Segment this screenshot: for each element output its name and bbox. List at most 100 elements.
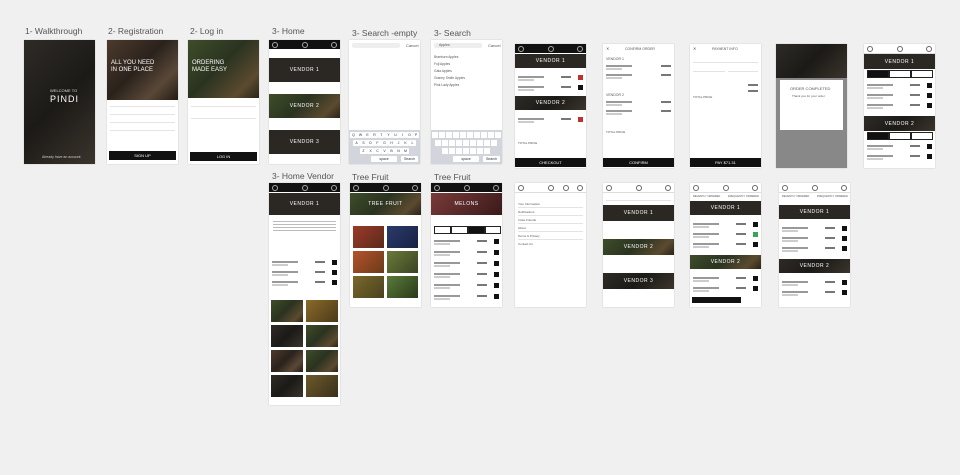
search-icon[interactable] bbox=[782, 185, 788, 191]
email-field[interactable] bbox=[191, 106, 256, 107]
search-result[interactable]: Fuji Apples bbox=[434, 62, 451, 66]
space-key[interactable]: space bbox=[453, 156, 479, 162]
menu-icon[interactable] bbox=[577, 185, 583, 191]
menu-icon[interactable] bbox=[412, 185, 418, 191]
menu-item[interactable]: Your Information bbox=[518, 202, 540, 206]
category-tile[interactable] bbox=[306, 375, 338, 397]
key[interactable]: Z bbox=[360, 148, 367, 154]
key[interactable]: M bbox=[402, 148, 409, 154]
close-icon[interactable]: ✕ bbox=[606, 46, 610, 51]
menu-icon[interactable] bbox=[577, 46, 583, 52]
key-row-2[interactable] bbox=[435, 140, 498, 146]
search-icon[interactable] bbox=[867, 46, 873, 52]
tab-1[interactable] bbox=[867, 70, 889, 78]
key[interactable]: H bbox=[388, 140, 395, 146]
search-result[interactable]: Pink Lady Apples bbox=[434, 83, 460, 87]
key[interactable]: U bbox=[392, 132, 399, 138]
search-input[interactable] bbox=[352, 43, 400, 48]
key[interactable]: W bbox=[357, 132, 364, 138]
cart-icon[interactable] bbox=[383, 185, 389, 191]
cvv-field[interactable] bbox=[728, 71, 758, 72]
tab-recently-ordered[interactable]: RECENTLY ORDERED bbox=[782, 195, 810, 198]
tab-2[interactable] bbox=[889, 132, 911, 140]
menu-item[interactable]: Invite Friends bbox=[518, 218, 537, 222]
search-key[interactable]: Search bbox=[483, 156, 500, 162]
key-row-1[interactable] bbox=[432, 132, 501, 138]
category-tile[interactable] bbox=[271, 375, 303, 397]
tab-1[interactable] bbox=[867, 132, 889, 140]
email-field[interactable] bbox=[110, 114, 175, 115]
vendor-card-3[interactable]: VENDOR 3 bbox=[269, 130, 340, 154]
key[interactable]: B bbox=[388, 148, 395, 154]
vendor-card-1[interactable]: VENDOR 1 bbox=[603, 205, 674, 221]
search-icon[interactable] bbox=[518, 185, 524, 191]
vendor-card-2[interactable]: VENDOR 2 bbox=[269, 94, 340, 118]
filter-bar[interactable] bbox=[606, 200, 671, 201]
key[interactable]: D bbox=[367, 140, 374, 146]
filter-tab[interactable] bbox=[468, 226, 485, 234]
menu-icon[interactable] bbox=[493, 185, 499, 191]
cart-icon[interactable] bbox=[636, 185, 642, 191]
category-tile[interactable] bbox=[271, 350, 303, 372]
menu-item[interactable]: About bbox=[518, 226, 526, 230]
product-tile[interactable] bbox=[387, 276, 418, 298]
confirm-button[interactable]: CONFIRM bbox=[603, 158, 674, 167]
search-result[interactable]: Granny Smith Apples bbox=[434, 76, 465, 80]
search-key[interactable]: Search bbox=[401, 156, 418, 162]
key[interactable]: X bbox=[367, 148, 374, 154]
search-icon[interactable] bbox=[272, 185, 278, 191]
key[interactable]: A bbox=[353, 140, 360, 146]
key[interactable]: N bbox=[395, 148, 402, 154]
search-icon[interactable] bbox=[693, 185, 699, 191]
key[interactable]: K bbox=[402, 140, 409, 146]
password-field[interactable] bbox=[191, 118, 256, 119]
key[interactable]: J bbox=[395, 140, 402, 146]
key[interactable]: T bbox=[378, 132, 385, 138]
category-tile[interactable] bbox=[306, 300, 338, 322]
key[interactable]: F bbox=[374, 140, 381, 146]
tab-3[interactable] bbox=[911, 70, 933, 78]
menu-icon[interactable] bbox=[752, 185, 758, 191]
category-tile[interactable] bbox=[271, 300, 303, 322]
search-icon[interactable] bbox=[434, 185, 440, 191]
key[interactable]: L bbox=[409, 140, 416, 146]
category-tile[interactable] bbox=[306, 325, 338, 347]
cart-icon[interactable] bbox=[812, 185, 818, 191]
product-tile[interactable] bbox=[387, 251, 418, 273]
menu-icon[interactable] bbox=[331, 42, 337, 48]
menu-item[interactable]: Notifications bbox=[518, 210, 535, 214]
close-icon[interactable]: ✕ bbox=[693, 46, 697, 51]
cart-icon[interactable] bbox=[548, 185, 554, 191]
password-field[interactable] bbox=[110, 122, 175, 123]
expiration-field[interactable] bbox=[693, 71, 725, 72]
card-number-field[interactable] bbox=[693, 62, 758, 63]
menu-icon[interactable] bbox=[841, 185, 847, 191]
cart-icon[interactable] bbox=[548, 46, 554, 52]
search-icon[interactable] bbox=[518, 46, 524, 52]
phone-field[interactable] bbox=[110, 130, 175, 131]
key[interactable]: C bbox=[374, 148, 381, 154]
product-tile[interactable] bbox=[353, 276, 384, 298]
space-key[interactable]: space bbox=[371, 156, 397, 162]
tab-3[interactable] bbox=[911, 132, 933, 140]
signup-button[interactable]: SIGN UP bbox=[109, 151, 176, 160]
key[interactable]: G bbox=[381, 140, 388, 146]
tab-frequently-ordered[interactable]: FREQUENTLY ORDERED bbox=[728, 195, 759, 198]
search-result[interactable]: Gala Apples bbox=[434, 69, 452, 73]
tab-2[interactable] bbox=[889, 70, 911, 78]
pay-button[interactable]: PAY $71.31 bbox=[690, 158, 761, 167]
key-row-3[interactable] bbox=[442, 148, 491, 154]
category-tile[interactable] bbox=[306, 350, 338, 372]
vendor-card-2[interactable]: VENDOR 2 bbox=[603, 239, 674, 255]
user-icon[interactable] bbox=[563, 185, 569, 191]
menu-icon[interactable] bbox=[665, 185, 671, 191]
product-tile[interactable] bbox=[387, 226, 418, 248]
login-button[interactable]: LOG IN bbox=[190, 152, 257, 161]
menu-icon[interactable] bbox=[926, 46, 932, 52]
menu-icon[interactable] bbox=[331, 185, 337, 191]
key[interactable]: R bbox=[371, 132, 378, 138]
cart-icon[interactable] bbox=[302, 42, 308, 48]
search-icon[interactable] bbox=[606, 185, 612, 191]
search-icon[interactable] bbox=[353, 185, 359, 191]
name-field[interactable] bbox=[110, 106, 175, 107]
